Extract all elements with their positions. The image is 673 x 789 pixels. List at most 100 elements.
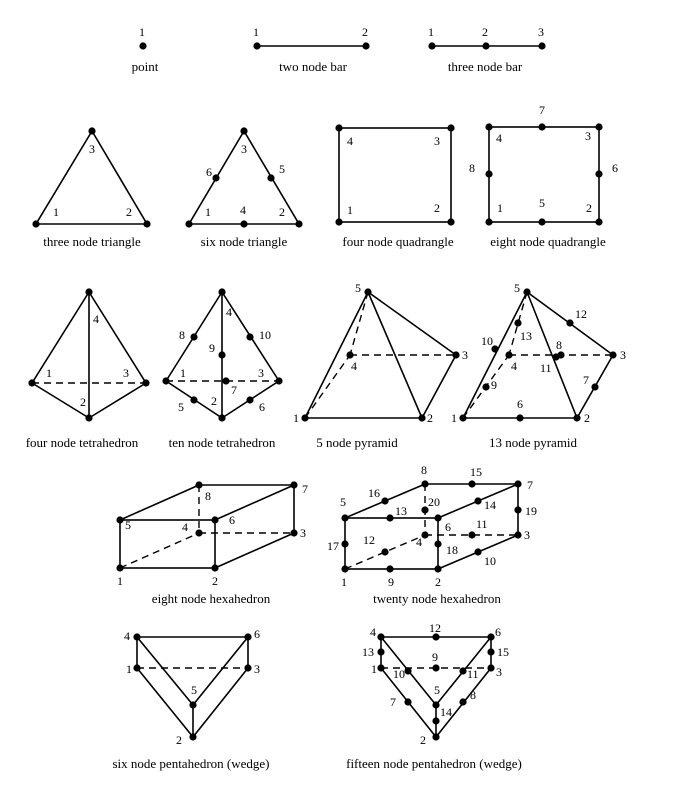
thirteen-node-pyramid-element: 5 12 13 10 8 4 11 3 9 7 6 1 2 13 node py… [451,281,626,450]
node-label: 2 [362,25,368,39]
node-label: 14 [440,705,452,719]
node-label: 17 [327,539,339,553]
node [432,717,440,725]
node-label: 5 [279,162,285,176]
node-label: 3 [538,25,544,39]
node-label: 8 [469,161,475,175]
caption-point: point [132,59,159,74]
node-label: 7 [539,103,545,117]
node-label: 5 [178,400,184,414]
node [459,667,467,675]
node-label: 4 [182,520,188,534]
node-label: 11 [467,667,479,681]
node [485,170,493,178]
node-label: 6 [206,165,212,179]
node [143,220,151,228]
caption-ten-node-tetrahedron: ten node tetrahedron [169,435,276,450]
node [195,529,203,537]
node [386,565,394,573]
node-label: 4 [124,629,130,643]
node-label: 6 [229,513,235,527]
node [364,288,372,296]
node [211,564,219,572]
node [523,288,531,296]
node-label: 2 [435,575,441,589]
node [514,506,522,514]
node-label: 2 [176,733,182,747]
node-label: 11 [476,517,488,531]
node [295,220,303,228]
node-label: 6 [495,625,501,639]
node-label: 1 [293,411,299,425]
node [595,170,603,178]
node-label: 12 [575,307,587,321]
node [447,218,455,226]
node-label: 7 [583,373,589,387]
node [377,633,385,641]
four-node-tetrahedron-element: 4 1 3 2 four node tetrahedron [26,288,150,450]
node-label: 2 [212,574,218,588]
node-label: 4 [511,359,517,373]
node [482,383,490,391]
node [133,633,141,641]
eight-node-hexahedron-element: 8 7 5 4 6 3 1 2 eight node hexahedron [116,481,308,606]
node-label: 7 [390,695,396,709]
node-label: 1 [53,205,59,219]
node-label: 3 [496,665,502,679]
node [459,414,467,422]
node [432,633,440,641]
ten-node-tetrahedron-element: 4 8 10 9 1 3 7 5 2 6 ten node tetrahedro… [162,288,283,450]
node-label: 8 [179,328,185,342]
node [185,220,193,228]
node-label: 1 [46,366,52,380]
caption-5-node-pyramid: 5 node pyramid [316,435,398,450]
node [275,377,283,385]
node-label: 3 [620,348,626,362]
node [189,701,197,709]
caption-two-node-bar: two node bar [279,59,348,74]
node-label: 10 [259,328,271,342]
node-label: 2 [482,25,488,39]
node [404,667,412,675]
node [538,218,546,226]
node-label: 3 [462,348,468,362]
node-label: 3 [254,662,260,676]
twenty-node-hexahedron-element: 8 15 7 16 20 14 5 13 19 6 11 3 12 4 17 1… [327,463,537,606]
caption-four-node-quadrangle: four node quadrangle [342,234,453,249]
node-label: 5 [539,196,545,210]
node-label: 3 [89,142,95,156]
node-label: 1 [180,366,186,380]
node [377,648,385,656]
node-label: 12 [429,621,441,635]
node [240,220,248,228]
node [428,42,436,50]
node-label: 18 [446,543,458,557]
caption-eight-node-hexahedron: eight node hexahedron [152,591,271,606]
node [301,414,309,422]
node [514,480,522,488]
node [335,218,343,226]
node [246,333,254,341]
node [434,514,442,522]
node [468,480,476,488]
node-label: 1 [428,25,434,39]
node-label: 8 [556,338,562,352]
node-label: 4 [416,535,422,549]
node [487,664,495,672]
node [514,319,522,327]
node [28,379,36,387]
node-label: 1 [205,205,211,219]
node-label: 10 [481,334,493,348]
node-label: 1 [126,662,132,676]
node [32,220,40,228]
node-label: 2 [427,411,433,425]
node-label: 5 [125,518,131,532]
node [505,351,513,359]
caption-three-node-triangle: three node triangle [43,234,141,249]
node [595,218,603,226]
node-label: 19 [525,504,537,518]
node-label: 8 [470,688,476,702]
node [421,531,429,539]
caption-13-node-pyramid: 13 node pyramid [489,435,578,450]
node-label: 4 [240,203,246,217]
